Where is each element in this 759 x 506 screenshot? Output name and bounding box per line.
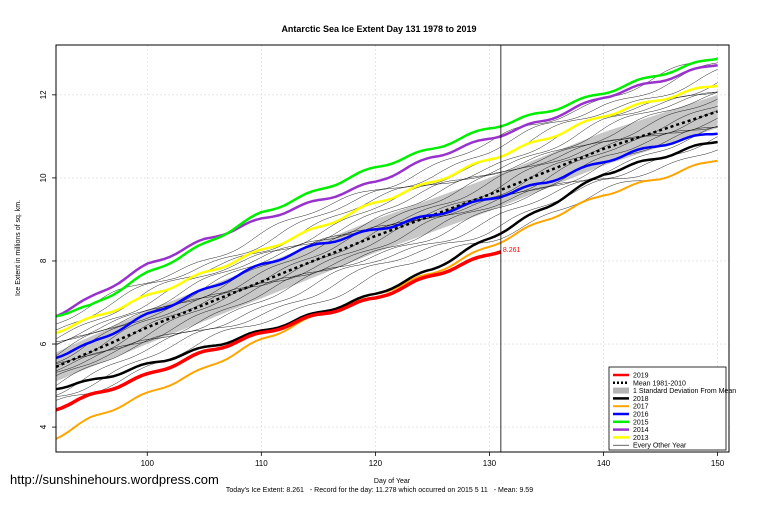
every-other-year-line-11 [55, 91, 718, 346]
series-line-2014 [55, 63, 718, 318]
series-line-2016 [55, 132, 718, 360]
y-tick-label-4: 4 [39, 424, 48, 429]
legend-label-2015: 2015 [633, 419, 649, 426]
x-axis-label: Day of Year [374, 478, 411, 485]
every-other-year-line-12 [55, 91, 718, 343]
series-line-2018 [55, 140, 718, 391]
plot-frame [55, 44, 730, 453]
every-other-year-line-14 [55, 69, 718, 340]
x-tick-label-140: 140 [597, 459, 611, 468]
every-other-year-line-0 [55, 159, 718, 401]
every-other-year-line-15 [55, 62, 718, 331]
footer-stats: Today's Ice Extent: 8.261 - Record for t… [0, 487, 759, 494]
legend-label-2014: 2014 [633, 427, 649, 434]
y-tick-label-6: 6 [39, 341, 48, 346]
legend-label-2013: 2013 [633, 435, 649, 442]
legend-label-2017: 2017 [633, 404, 649, 411]
legend-label-every-other-year: Every Other Year [633, 443, 687, 450]
watermark[interactable]: http://sunshinehours.wordpress.com [10, 472, 219, 487]
legend-label-std-band: 1 Standard Deviation From Mean [633, 388, 736, 395]
legend-label-2016: 2016 [633, 412, 649, 419]
x-tick-label-130: 130 [483, 459, 497, 468]
series-line-2019 [55, 250, 502, 412]
y-axis-label: Ice Extent in millions of sq. km. [15, 200, 22, 296]
std-deviation-band [56, 94, 718, 382]
every-other-year-line-10 [55, 92, 718, 357]
x-tick-label-110: 110 [255, 459, 268, 468]
series-lines [55, 57, 718, 440]
legend-swatch-std-band [613, 387, 629, 394]
current-value-label: 8.261 [503, 247, 521, 254]
every-other-year-line-5 [55, 125, 718, 373]
every-other-year-line-1 [55, 149, 718, 397]
axis-ticks: 100 110 120 130 140 150 4 6 8 10 12 [39, 90, 725, 468]
legend-label-mean-1981-2010: Mean 1981-2010 [633, 380, 686, 387]
footer-extent: Today's Ice Extent: 8.261 [225, 487, 304, 494]
every-other-year-line-8 [55, 106, 718, 364]
every-other-year-line-3 [55, 126, 718, 386]
footer-mean: - Mean: 9.59 [493, 487, 534, 494]
std-band-layer [56, 94, 718, 382]
series-line-2013 [55, 84, 718, 335]
legend-label-2019: 2019 [633, 373, 649, 380]
x-tick-label-150: 150 [711, 459, 725, 468]
y-tick-label-12: 12 [39, 90, 48, 99]
legend-label-2018: 2018 [633, 396, 649, 403]
every-other-year-line-9 [55, 98, 718, 364]
every-other-year-line-6 [55, 117, 718, 372]
x-tick-label-100: 100 [141, 459, 155, 468]
every-other-year-line-2 [55, 136, 718, 396]
y-tick-label-10: 10 [39, 173, 48, 182]
chart-title: Antarctic Sea Ice Extent Day 131 1978 to… [281, 24, 476, 34]
y-tick-label-8: 8 [39, 258, 48, 263]
series-line-2015 [55, 57, 718, 318]
x-tick-label-120: 120 [369, 459, 383, 468]
footer-record: - Record for the day: 11.278 which occur… [309, 487, 488, 494]
